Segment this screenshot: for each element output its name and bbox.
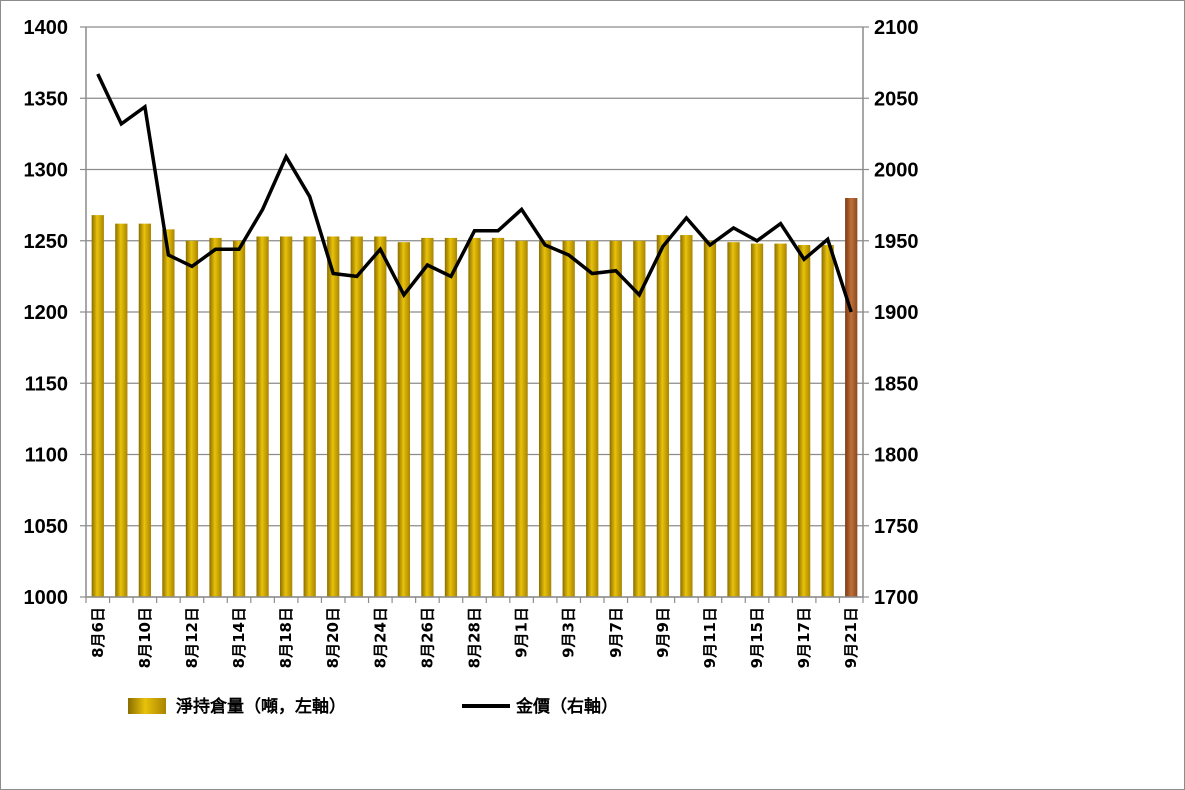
bar <box>397 242 410 598</box>
x-tick-label: 8月12日 <box>183 607 201 668</box>
bar <box>539 240 552 597</box>
legend-bar-label: 淨持倉量（噸，左軸） <box>176 696 346 717</box>
x-tick-label: 9月17日 <box>795 607 813 668</box>
y-right-tick-label: 2050 <box>874 88 919 110</box>
bar <box>633 240 646 597</box>
y-left-tick-label: 1050 <box>24 516 69 538</box>
y-axis-left-ticks: 1400 1350 1300 1250 1200 1150 1100 1050 1000 <box>24 17 69 609</box>
bar <box>845 198 858 597</box>
x-tick-label: 9月21日 <box>842 607 860 668</box>
y-right-tick-label: 1950 <box>874 231 919 253</box>
x-tick-label: 9月11日 <box>701 607 719 668</box>
bar <box>491 237 505 597</box>
bar <box>421 237 434 597</box>
bar <box>727 242 740 598</box>
bar <box>680 235 693 598</box>
x-tick-label: 8月20日 <box>324 607 342 668</box>
x-tick-label: 8月6日 <box>89 607 107 658</box>
x-tick-label: 9月9日 <box>654 607 672 658</box>
bar <box>327 236 340 597</box>
y-left-tick-label: 1150 <box>25 373 68 395</box>
x-tick-label: 9月3日 <box>560 607 578 658</box>
x-tick-label: 8月10日 <box>136 607 154 668</box>
y-axis-right-ticks: 2100 2050 2000 1950 1900 1850 1800 1750 1700 <box>874 17 919 609</box>
bar <box>280 236 293 597</box>
bar <box>185 240 199 597</box>
bar <box>703 240 717 597</box>
bar <box>162 229 175 597</box>
x-tick-label: 8月28日 <box>466 607 484 668</box>
x-axis-ticks: 8月6日 8月10日 8月12日 8月14日 8月18日 8月20日 8月24日 8月26日 8… <box>89 607 860 668</box>
y-left-tick-label: 1350 <box>24 88 69 110</box>
y-right-tick-label: 1900 <box>874 302 919 324</box>
y-left-tick-label: 1100 <box>25 445 68 467</box>
bar <box>515 240 528 597</box>
bar <box>821 245 834 597</box>
x-tick-label: 9月15日 <box>748 607 766 668</box>
x-tick-label: 8月26日 <box>418 607 436 668</box>
x-tick-label: 8月14日 <box>230 607 248 668</box>
y-right-tick-label: 1700 <box>874 587 919 609</box>
bar <box>138 223 151 597</box>
legend-bar-swatch <box>128 698 166 714</box>
y-left-tick-label: 1200 <box>24 302 69 324</box>
x-tick-label: 9月7日 <box>607 607 625 658</box>
bar <box>232 240 246 597</box>
bar <box>774 243 787 597</box>
bar <box>350 236 363 597</box>
bar <box>609 240 622 597</box>
bar <box>303 236 316 597</box>
bar <box>444 237 458 597</box>
bar <box>91 215 104 597</box>
y-left-tick-label: 1400 <box>24 17 69 39</box>
legend: 淨持倉量（噸，左軸） 金價（右軸） <box>128 696 618 717</box>
bar <box>256 236 269 597</box>
line-series <box>96 73 853 313</box>
legend-line-label: 金價（右軸） <box>515 696 618 717</box>
bar <box>798 245 811 597</box>
y-left-tick-label: 1300 <box>24 160 69 182</box>
y-right-tick-label: 1850 <box>874 373 919 395</box>
x-tick-label: 9月1日 <box>513 607 531 658</box>
bar <box>750 243 764 597</box>
axes <box>80 26 869 603</box>
bar <box>374 236 387 597</box>
bar <box>586 240 599 597</box>
bar-series <box>91 198 858 598</box>
bar <box>115 223 128 597</box>
y-right-tick-label: 2000 <box>874 160 919 182</box>
x-tick-label: 8月24日 <box>371 607 389 668</box>
gold-price-line <box>96 73 853 313</box>
y-right-tick-label: 1800 <box>874 445 919 467</box>
y-left-tick-label: 1250 <box>24 231 69 253</box>
x-tick-label: 8月18日 <box>277 607 295 668</box>
bar <box>656 235 669 598</box>
bar <box>562 240 575 597</box>
y-right-tick-label: 2100 <box>874 17 919 39</box>
y-right-tick-label: 1750 <box>874 516 919 538</box>
bar <box>209 237 222 597</box>
y-left-tick-label: 1000 <box>24 587 69 609</box>
bar <box>468 237 481 597</box>
